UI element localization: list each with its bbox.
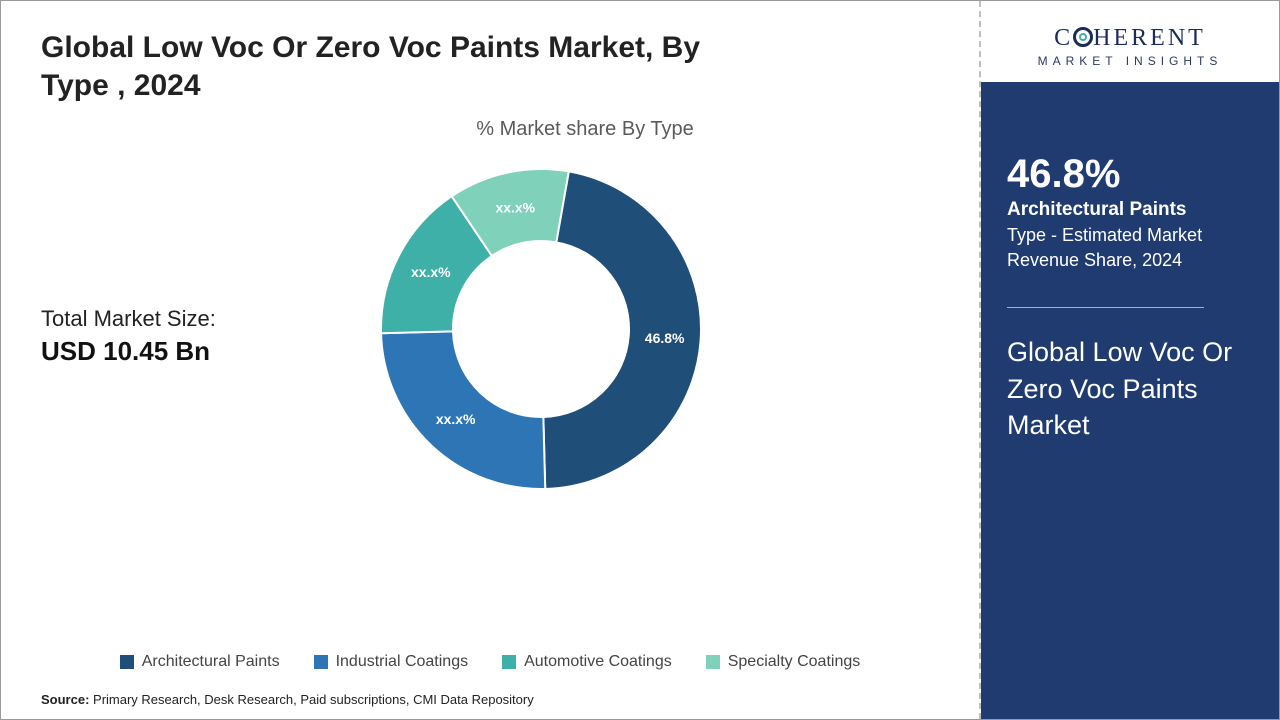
market-size-block: Total Market Size: USD 10.45 Bn	[41, 306, 216, 367]
legend-item: Industrial Coatings	[314, 653, 469, 671]
legend-label: Automotive Coatings	[524, 653, 672, 671]
highlight-description: Type - Estimated Market Revenue Share, 2…	[1007, 223, 1253, 273]
legend-swatch	[120, 655, 134, 669]
source-line: Source: Primary Research, Desk Research,…	[41, 692, 534, 707]
legend-item: Specialty Coatings	[706, 653, 861, 671]
brand-logo: CHERENT MARKET INSIGHTS	[981, 1, 1279, 82]
logo-ring-icon	[1073, 27, 1093, 47]
market-size-label: Total Market Size:	[41, 306, 216, 332]
brand-name: CHERENT	[999, 25, 1261, 52]
donut-segment-label: xx.x%	[411, 264, 451, 280]
legend-item: Architectural Paints	[120, 653, 280, 671]
sidebar: CHERENT MARKET INSIGHTS 46.8% Architectu…	[979, 1, 1279, 719]
highlight-segment: Architectural Paints	[1007, 199, 1253, 221]
legend-label: Specialty Coatings	[728, 653, 861, 671]
source-prefix: Source:	[41, 692, 89, 707]
panel-divider	[1007, 307, 1204, 308]
donut-segment-label: xx.x%	[436, 411, 476, 427]
page-title: Global Low Voc Or Zero Voc Paints Market…	[41, 29, 761, 104]
legend-swatch	[502, 655, 516, 669]
main-panel: Global Low Voc Or Zero Voc Paints Market…	[1, 1, 979, 719]
chart-title: % Market share By Type	[211, 118, 959, 141]
report-frame: Global Low Voc Or Zero Voc Paints Market…	[0, 0, 1280, 720]
market-size-value: USD 10.45 Bn	[41, 336, 216, 367]
donut-segment-label: 46.8%	[645, 330, 685, 346]
panel-market-name: Global Low Voc Or Zero Voc Paints Market	[1007, 334, 1253, 443]
donut-segment-label: xx.x%	[495, 200, 535, 216]
donut-chart: 46.8% xx.x% xx.x% xx.x%	[371, 159, 711, 499]
legend-label: Architectural Paints	[142, 653, 280, 671]
legend-item: Automotive Coatings	[502, 653, 672, 671]
legend-swatch	[314, 655, 328, 669]
legend: Architectural Paints Industrial Coatings A…	[1, 653, 979, 671]
brand-subtitle: MARKET INSIGHTS	[999, 54, 1261, 68]
highlight-percent: 46.8%	[1007, 152, 1253, 197]
legend-swatch	[706, 655, 720, 669]
source-text: Primary Research, Desk Research, Paid su…	[89, 692, 533, 707]
legend-label: Industrial Coatings	[336, 653, 469, 671]
highlight-panel: 46.8% Architectural Paints Type - Estima…	[981, 82, 1279, 719]
